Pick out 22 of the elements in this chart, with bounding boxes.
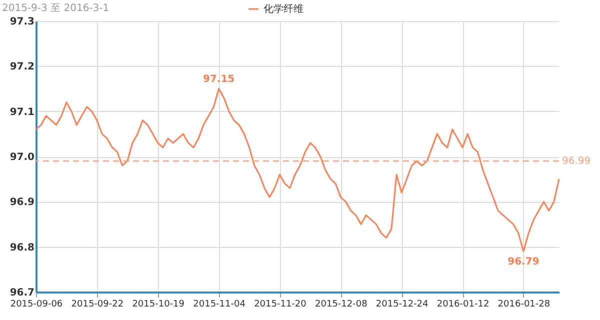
annotation: 96.79 <box>508 256 540 268</box>
x-tick-label: 2015-12-08 <box>315 300 368 310</box>
x-tick-label: 2015-10-19 <box>132 300 185 310</box>
y-tick-label: 96.8 <box>10 242 35 254</box>
x-tick-label: 2016-01-28 <box>498 300 550 310</box>
x-tick-label: 2015-11-20 <box>254 300 307 310</box>
x-tick-label: 2016-01-12 <box>436 300 490 310</box>
chart-title: 2015-9-3 至 2016-3-1 <box>2 3 110 14</box>
y-tick-label: 97.1 <box>10 106 35 118</box>
y-tick-label: 97.0 <box>10 152 35 163</box>
x-tick-label: 2015-11-04 <box>193 300 246 310</box>
y-tick-label: 97.3 <box>10 16 35 28</box>
x-tick-label: 2015-09-22 <box>71 300 124 310</box>
ref-line-label: 96.99 <box>562 156 591 168</box>
y-tick-label: 96.9 <box>10 197 35 208</box>
y-tick-label: 97.2 <box>10 62 35 73</box>
legend-label: 化学纤维 <box>264 3 304 15</box>
line-series <box>35 88 560 252</box>
x-tick-label: 2015-09-06 <box>10 300 63 310</box>
x-tick-label: 2015-12-24 <box>376 300 429 310</box>
y-tick-label: 96.7 <box>10 288 35 298</box>
annotation: 97.15 <box>202 74 235 85</box>
